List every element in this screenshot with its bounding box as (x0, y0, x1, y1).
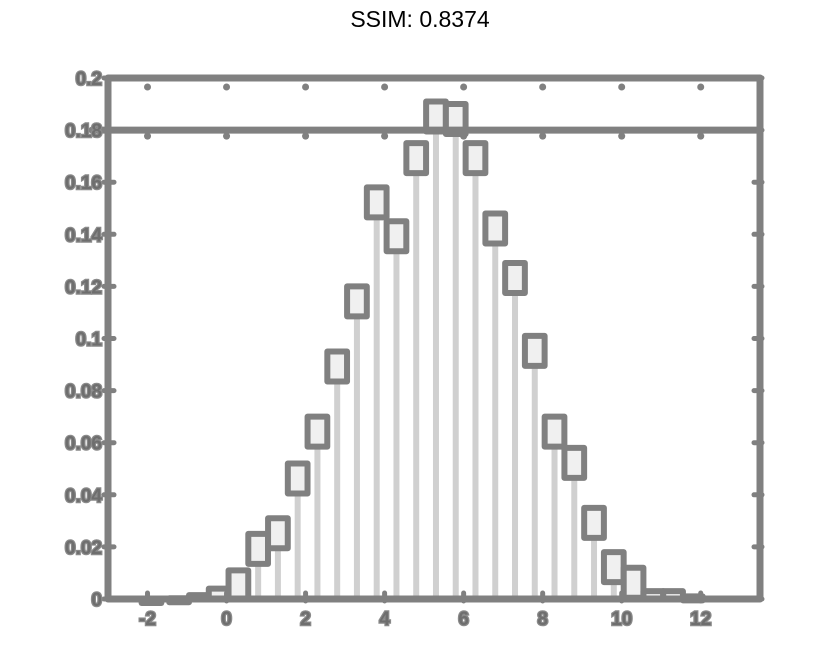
bar-stem (452, 104, 459, 600)
x-tick-mark-top (381, 83, 389, 91)
y-tick-label: 0.18 (65, 121, 102, 142)
y-tick-label: 0.14 (65, 225, 102, 246)
y-tick-label: 0.08 (65, 382, 102, 403)
histogram-bar (265, 515, 291, 552)
x-tick-label: 2 (300, 609, 311, 630)
bar-stem (571, 447, 578, 599)
y-tick-label: 0.02 (65, 538, 102, 559)
x-tick-mark-top (223, 83, 231, 91)
histogram-bar (502, 259, 528, 296)
x-tick-mark-top (697, 83, 705, 91)
bar-stem (531, 335, 538, 599)
bar-stem (492, 213, 499, 599)
histogram-bar (541, 413, 568, 450)
bar-stem (373, 187, 380, 599)
histogram-bar (363, 184, 390, 221)
y-tick-label: 0.16 (65, 173, 102, 194)
histogram-bar (324, 348, 351, 385)
histogram-bar (304, 413, 331, 450)
x-tick-mark-top (539, 83, 547, 91)
x-tick-label: 10 (611, 609, 632, 630)
x-tick-mark-top (144, 83, 152, 91)
histogram-bar (521, 332, 548, 369)
bar-stem (334, 351, 341, 599)
histogram-bar (284, 460, 311, 497)
x-tick-label: 6 (458, 609, 469, 630)
bar-stem (393, 221, 400, 599)
bar-stem (472, 143, 479, 599)
y-tick-label: 0 (91, 590, 102, 611)
histogram-bar (581, 504, 607, 541)
histogram-bar (482, 210, 509, 247)
bar-stem (294, 463, 301, 599)
x-tick-mark-break (223, 132, 231, 140)
histogram-bar (600, 549, 627, 586)
histogram-bar (344, 283, 370, 320)
y-axis-ticks: 0 0.02 0.04 0.06 0.08 0.1 0.12 0.14 0.16 0.18 0.2 (64, 68, 765, 612)
histogram-bar (462, 140, 489, 177)
bar-stem (432, 101, 439, 599)
histogram-bar (620, 564, 647, 601)
bar-stem (591, 507, 598, 599)
x-tick-mark-break (460, 132, 468, 140)
x-tick-mark-break (539, 132, 547, 140)
bar-series (138, 98, 706, 606)
bar-stem (274, 518, 281, 599)
histogram-bar (442, 101, 469, 138)
bar-stems (176, 101, 696, 600)
x-axis-ticks: -2 0 2 4 6 8 10 12 (138, 83, 713, 631)
histogram-bar (245, 530, 272, 567)
bar-stem (551, 416, 558, 599)
y-tick-label: 0.04 (65, 486, 102, 507)
y-tick-label: 0.12 (65, 277, 102, 298)
histogram-bar (383, 218, 410, 255)
x-tick-mark-top (302, 83, 310, 91)
y-tick-label: 0.2 (76, 69, 102, 90)
x-tick-mark-break (302, 132, 310, 140)
bar-stem (314, 416, 321, 599)
x-tick-label: 0 (221, 609, 232, 630)
x-tick-label: 12 (690, 609, 711, 630)
x-tick-mark-break (697, 132, 705, 140)
histogram-bar (403, 140, 430, 177)
x-tick-mark-top (618, 83, 626, 91)
x-tick-mark-break (144, 132, 152, 140)
y-tick-label: 0.1 (76, 330, 103, 351)
x-tick-label: -2 (139, 609, 156, 630)
x-tick-mark-break (618, 132, 626, 140)
y-tick-label: 0.06 (65, 434, 102, 455)
x-tick-label: 8 (537, 609, 548, 630)
bar-stem (413, 143, 420, 599)
chart-title: SSIM: 0.8374 (350, 6, 490, 32)
histogram-bar (225, 567, 252, 602)
bar-stem (353, 286, 360, 599)
x-tick-mark-top (460, 83, 468, 91)
x-tick-label: 4 (379, 609, 390, 630)
x-tick-mark-break (381, 132, 389, 140)
histogram-bar (561, 444, 588, 481)
bar-stem (512, 262, 519, 599)
